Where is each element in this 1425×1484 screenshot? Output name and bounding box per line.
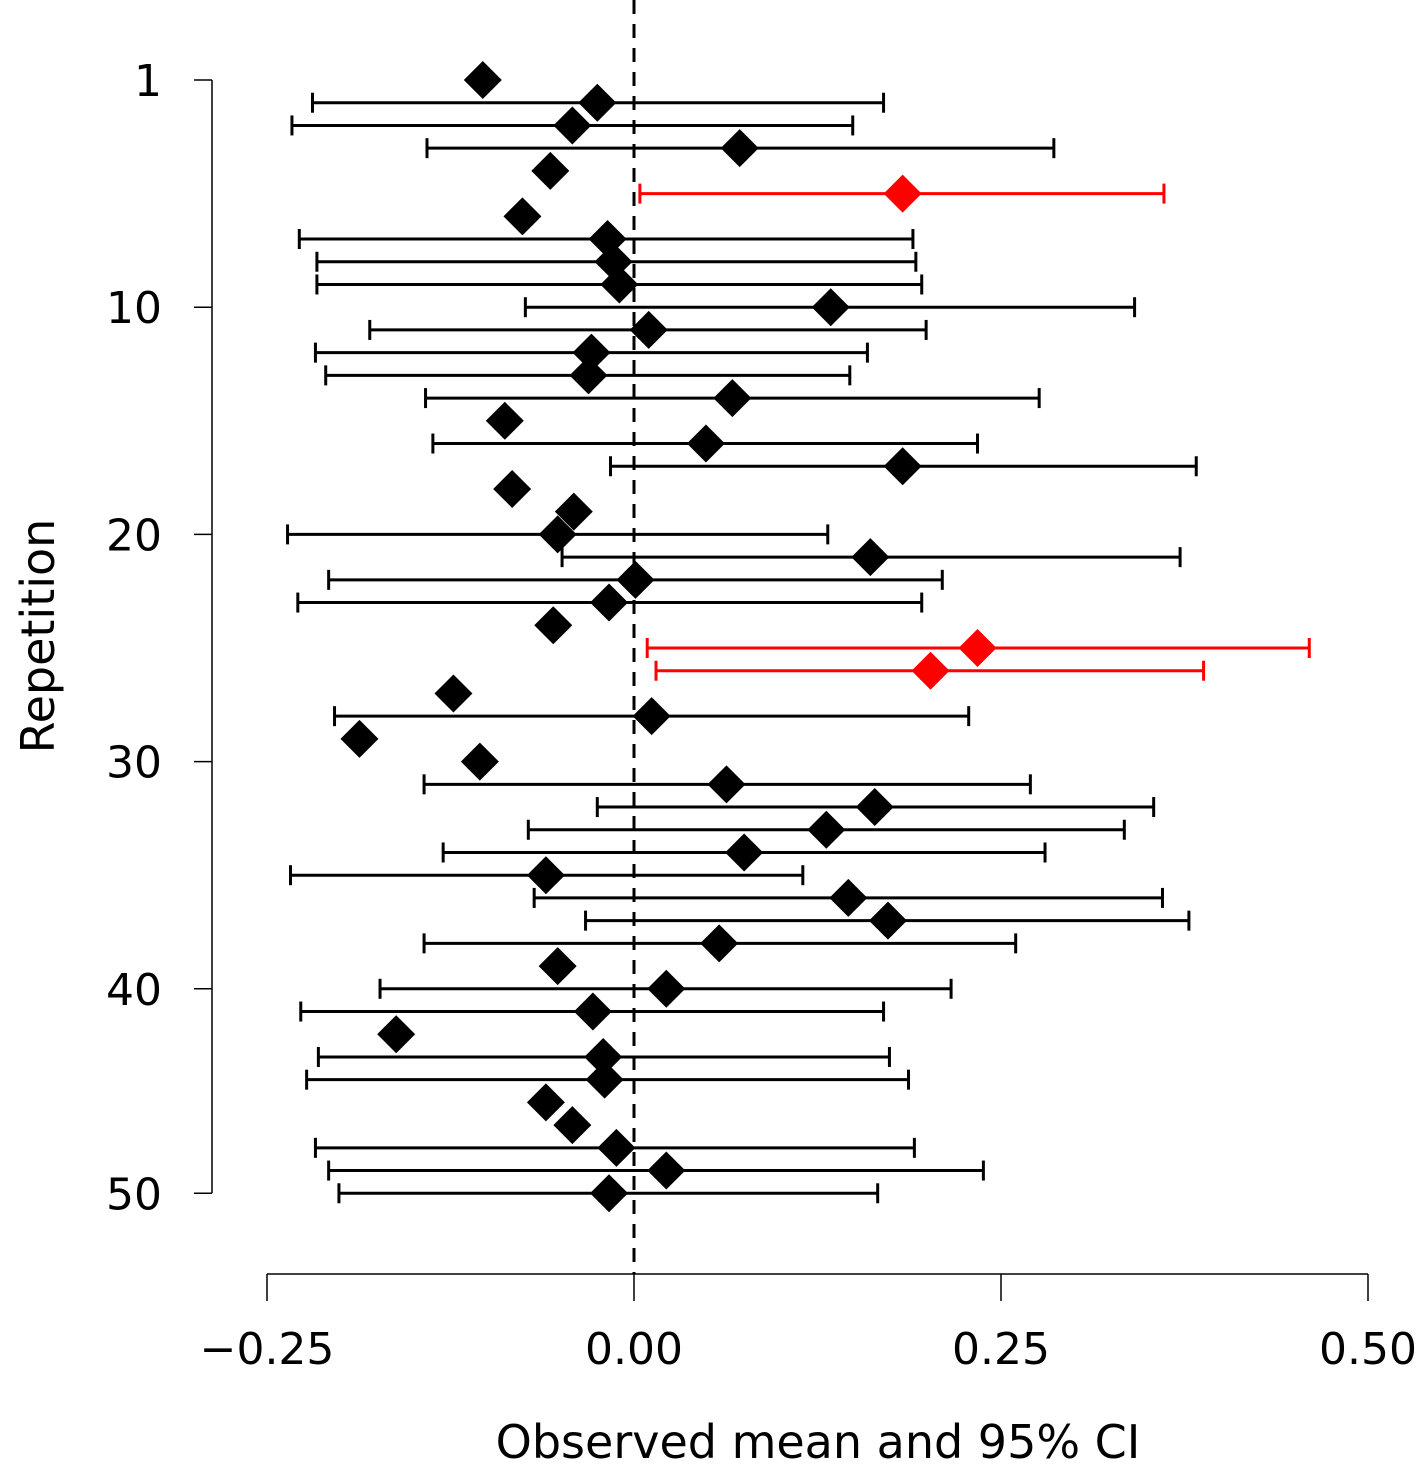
x-tick-label: −0.25 xyxy=(200,1324,335,1375)
y-tick-label: 40 xyxy=(106,965,162,1016)
ci-bars-layer xyxy=(286,92,1311,1204)
point-marker xyxy=(531,151,570,190)
point-marker xyxy=(629,310,668,349)
point-marker xyxy=(868,901,907,940)
point-marker xyxy=(534,606,573,645)
x-tick-label: 0.25 xyxy=(952,1324,1050,1375)
point-marker xyxy=(855,788,894,827)
point-marker xyxy=(503,197,542,236)
x-tick-label: 0.50 xyxy=(1319,1324,1417,1375)
point-marker xyxy=(590,583,629,622)
point-marker xyxy=(585,1060,624,1099)
point-marker xyxy=(597,1128,636,1167)
x-tick-label: 0.00 xyxy=(585,1324,683,1375)
y-tick-label: 20 xyxy=(106,510,162,561)
point-marker xyxy=(851,538,890,577)
point-marker xyxy=(590,1174,629,1213)
point-marker xyxy=(485,401,524,440)
point-marker xyxy=(572,333,611,372)
point-marker xyxy=(553,1106,592,1145)
point-marker xyxy=(713,379,752,418)
point-marker xyxy=(526,1083,565,1122)
y-tick-label: 30 xyxy=(106,738,162,789)
point-marker xyxy=(526,856,565,895)
point-marker xyxy=(463,61,502,99)
point-marker xyxy=(460,742,499,781)
point-marker xyxy=(538,515,577,554)
point-marker xyxy=(707,765,746,804)
point-marker xyxy=(553,106,592,145)
point-marker xyxy=(647,1151,686,1190)
y-axis: 1 10 20 30 40 50 xyxy=(106,56,213,1220)
point-marker xyxy=(811,288,850,327)
point-marker-highlight xyxy=(883,174,922,213)
point-marker xyxy=(584,1037,623,1076)
point-marker xyxy=(616,560,655,599)
x-axis: −0.25 0.00 0.25 0.50 xyxy=(200,1273,1417,1375)
point-marker xyxy=(647,969,686,1008)
point-marker xyxy=(377,1015,416,1054)
point-marker xyxy=(578,83,617,122)
point-marker xyxy=(725,833,764,872)
points-layer xyxy=(340,61,997,1213)
point-marker xyxy=(538,947,577,986)
point-marker xyxy=(700,924,739,963)
point-marker xyxy=(434,674,473,713)
point-marker xyxy=(883,447,922,486)
point-marker xyxy=(807,810,846,849)
y-tick-label: 50 xyxy=(106,1169,162,1220)
point-marker xyxy=(493,469,532,508)
point-marker xyxy=(340,719,379,758)
y-tick-label: 10 xyxy=(106,283,162,334)
point-marker xyxy=(632,697,671,736)
point-marker xyxy=(573,992,612,1031)
point-marker-highlight xyxy=(958,629,997,667)
point-marker xyxy=(554,492,593,531)
point-marker xyxy=(588,220,627,259)
point-marker xyxy=(569,356,608,395)
y-tick-label: 1 xyxy=(134,56,162,107)
point-marker-highlight xyxy=(911,651,950,690)
point-marker xyxy=(686,424,725,463)
point-marker xyxy=(720,129,759,168)
point-marker xyxy=(829,878,868,917)
x-axis-title: Observed mean and 95% CI xyxy=(496,1415,1141,1469)
y-axis-title: Repetition xyxy=(11,519,65,754)
point-marker xyxy=(600,265,639,304)
